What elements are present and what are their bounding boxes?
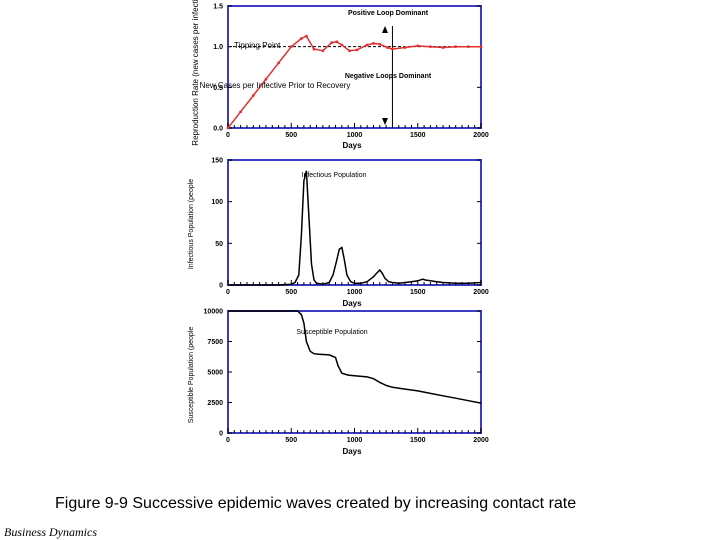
reproduction-data-point bbox=[441, 46, 445, 49]
x-tick-label: 1500 bbox=[410, 437, 426, 444]
reproduction-data-point bbox=[454, 45, 458, 49]
reproduction-data-point bbox=[348, 49, 351, 53]
x-tick-label: 1000 bbox=[347, 437, 363, 444]
reproduction-data-point bbox=[372, 42, 375, 45]
negative-loops-annotation: Negative Loops Dominant bbox=[345, 73, 432, 80]
reproduction-data-point bbox=[289, 45, 293, 49]
y-tick-label: 100 bbox=[211, 199, 223, 206]
reproduction-plot-frame bbox=[227, 5, 482, 129]
y-tick-label: 10000 bbox=[204, 309, 224, 316]
infectious-population-chart: 0 50 100 150 0 500 1000 1500 2000 Infectious Po… bbox=[188, 158, 489, 309]
reproduction-x-axis-label: Days bbox=[342, 141, 362, 150]
y-tick-label: 2500 bbox=[207, 400, 223, 407]
y-tick-label: 0 bbox=[219, 283, 223, 290]
infectious-x-axis-label: Days bbox=[342, 299, 362, 308]
y-tick-label: 0 bbox=[219, 431, 223, 438]
reproduction-data-point bbox=[251, 94, 255, 97]
marker-arrow-down bbox=[382, 118, 388, 125]
x-tick-label: 0 bbox=[226, 132, 230, 139]
y-tick-label: 7500 bbox=[207, 339, 223, 346]
x-tick-label: 500 bbox=[285, 437, 297, 444]
reproduction-data-point bbox=[330, 41, 334, 44]
reproduction-data-point bbox=[391, 47, 394, 51]
x-tick-label: 500 bbox=[285, 132, 297, 139]
susceptible-y-axis-label: Susceptible Population (people bbox=[188, 327, 195, 424]
x-tick-label: 1000 bbox=[347, 132, 363, 139]
x-tick-label: 500 bbox=[285, 289, 297, 296]
reproduction-data-point bbox=[335, 40, 339, 44]
x-tick-label: 0 bbox=[226, 437, 230, 444]
y-tick-label: 0.0 bbox=[213, 126, 223, 133]
reproduction-rate-chart: 0.0 0.5 1.0 1.5 0 500 1000 1500 2000 Reproducti… bbox=[191, 0, 489, 150]
reproduction-data-point bbox=[355, 48, 359, 52]
y-tick-label: 50 bbox=[215, 241, 223, 248]
x-tick-label: 2000 bbox=[473, 132, 489, 139]
reproduction-data-point bbox=[416, 44, 420, 48]
susceptible-x-axis-label: Days bbox=[342, 447, 362, 456]
y-tick-label: 0.5 bbox=[213, 85, 223, 92]
tipping-point-annotation: Tipping Point bbox=[234, 41, 281, 50]
reproduction-data-point bbox=[264, 77, 268, 81]
x-tick-label: 2000 bbox=[473, 437, 489, 444]
reproduction-data-point bbox=[385, 46, 389, 49]
reproduction-x-ticks: 0 500 1000 1500 2000 bbox=[226, 123, 489, 139]
infectious-population-annotation: Infectious Population bbox=[302, 172, 367, 179]
new-cases-annotation: New Cases per Infective Prior to Recover… bbox=[200, 81, 351, 90]
infectious-series-line bbox=[228, 170, 482, 286]
y-tick-label: 5000 bbox=[207, 370, 223, 377]
reproduction-data-point bbox=[403, 46, 407, 49]
reproduction-data-point bbox=[479, 45, 483, 49]
x-tick-label: 2000 bbox=[473, 289, 489, 296]
marker-arrow-up bbox=[382, 26, 388, 33]
reproduction-y-ticks: 0.0 0.5 1.0 1.5 bbox=[213, 4, 481, 133]
reproduction-data-point bbox=[226, 126, 230, 130]
reproduction-data-point bbox=[466, 45, 470, 49]
susceptible-population-chart: 0 2500 5000 7500 10000 0 500 1000 1500 2000 Susc… bbox=[188, 309, 489, 457]
x-tick-label: 1500 bbox=[410, 289, 426, 296]
reproduction-y-axis-label: Reproduction Rate (new cases per infecti… bbox=[191, 0, 200, 146]
y-tick-label: 150 bbox=[211, 158, 223, 165]
susceptible-x-ticks: 0 500 1000 1500 2000 bbox=[226, 428, 489, 444]
positive-loop-annotation: Positive Loop Dominant bbox=[348, 10, 429, 17]
y-tick-label: 1.0 bbox=[213, 44, 223, 51]
reproduction-data-point bbox=[299, 37, 303, 40]
reproduction-data-point bbox=[239, 110, 243, 114]
x-tick-label: 1500 bbox=[410, 132, 426, 139]
reproduction-data-point bbox=[321, 49, 325, 53]
y-tick-label: 1.5 bbox=[213, 4, 223, 11]
book-title-footer: Business Dynamics bbox=[4, 525, 97, 539]
reproduction-data-point bbox=[277, 61, 280, 65]
susceptible-series-line bbox=[228, 310, 482, 404]
reproduction-data-point bbox=[312, 47, 316, 51]
reproduction-data-point bbox=[340, 43, 344, 47]
reproduction-data-point bbox=[378, 42, 382, 46]
reproduction-data-point bbox=[305, 34, 308, 38]
susceptible-population-annotation: Susceptible Population bbox=[296, 329, 367, 336]
reproduction-points bbox=[226, 34, 483, 130]
figure-caption: Figure 9-9 Successive epidemic waves cre… bbox=[55, 495, 577, 512]
infectious-y-axis-label: Infectious Population (people bbox=[188, 179, 195, 269]
x-tick-label: 0 bbox=[226, 289, 230, 296]
x-tick-label: 1000 bbox=[347, 289, 363, 296]
reproduction-data-point bbox=[429, 45, 432, 49]
reproduction-data-point bbox=[365, 43, 369, 47]
